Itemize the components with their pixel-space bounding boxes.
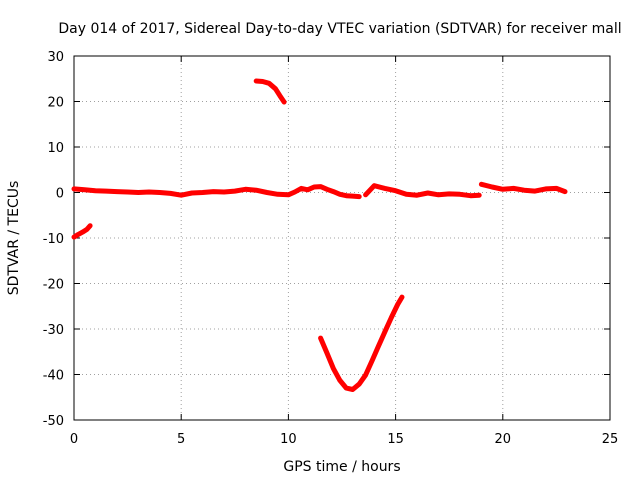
x-tick-label: 0 <box>70 432 78 447</box>
y-tick-label: 20 <box>47 96 64 111</box>
y-axis-ticks: -50 -40 -30 -20 -10 0 10 20 30 <box>43 50 610 429</box>
y-tick-label: -10 <box>43 232 64 247</box>
y-tick-label: -30 <box>43 323 64 338</box>
series-line-baseline-b <box>363 183 482 199</box>
x-tick-label: 20 <box>495 432 512 447</box>
x-tick-label: 5 <box>177 432 185 447</box>
x-tick-label: 25 <box>602 432 619 447</box>
y-axis-title: SDTVAR / TECUs <box>6 181 22 296</box>
grid <box>74 56 610 420</box>
series-layer <box>71 78 568 392</box>
y-tick-label: -50 <box>43 414 64 429</box>
series-line-baseline-c <box>478 181 568 195</box>
series-line-v-dip <box>318 294 405 392</box>
chart-title: Day 014 of 2017, Sidereal Day-to-day VTE… <box>58 21 621 37</box>
y-tick-label: 30 <box>47 50 64 65</box>
y-tick-label: 0 <box>56 187 64 202</box>
x-axis-ticks: 0 5 10 15 20 25 <box>70 56 618 447</box>
x-tick-label: 10 <box>280 432 297 447</box>
x-tick-label: 15 <box>387 432 404 447</box>
x-axis-title: GPS time / hours <box>283 459 400 475</box>
series-line-positive-arc <box>253 78 287 105</box>
series-line-early-negative <box>71 223 93 240</box>
series-line-baseline-a <box>71 184 362 200</box>
y-tick-label: -40 <box>43 369 64 384</box>
y-tick-label: -20 <box>43 278 64 293</box>
y-tick-label: 10 <box>47 141 64 156</box>
